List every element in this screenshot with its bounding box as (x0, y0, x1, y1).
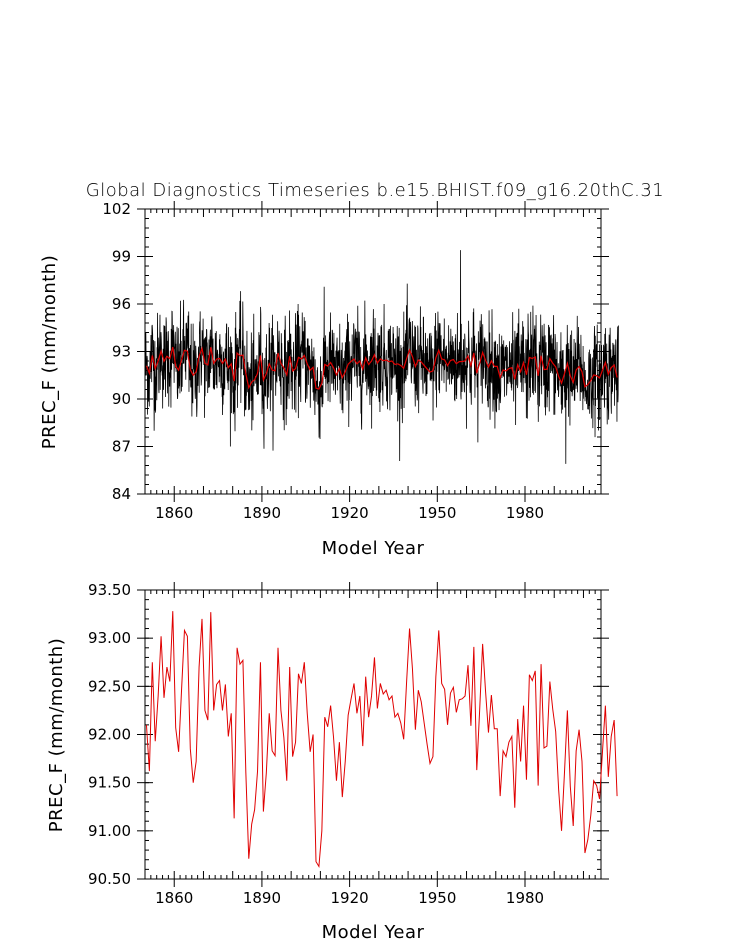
x-tick-label: 1890 (243, 504, 281, 522)
y-tick-label: 90 (112, 390, 131, 408)
y-tick-label: 93 (112, 343, 131, 361)
y-tick-label: 93.00 (88, 629, 131, 647)
x-tick-label: 1920 (331, 889, 369, 907)
x-tick-label: 1860 (155, 889, 193, 907)
x-tick-label: 1980 (506, 504, 544, 522)
series-lines (144, 250, 619, 464)
chart-title: Global Diagnostics Timeseries b.e15.BHIS… (86, 180, 664, 201)
axes: 1860 1890 1920 1950 1980 90.50 91.00 91.50 92.00… (88, 581, 609, 907)
annual-mean-line (145, 611, 618, 869)
annual-mean-line (145, 346, 618, 390)
y-tick-label: 92.00 (88, 726, 131, 744)
y-tick-label: 90.50 (88, 870, 131, 888)
axes: 1860 1890 1920 1950 1980 84 87 90 93 96 99 102 (102, 200, 609, 522)
series-lines (145, 611, 618, 869)
y-tick-label: 91.00 (88, 822, 131, 840)
y-tick-label: 96 (112, 295, 131, 313)
monthly-series-line (144, 250, 619, 464)
y-axis-label: PREC_F (mm/month) (46, 638, 67, 832)
y-tick-label: 91.50 (88, 774, 131, 792)
x-axis-label: Model Year (322, 922, 425, 943)
x-tick-label: 1950 (418, 889, 456, 907)
x-tick-label: 1980 (506, 889, 544, 907)
plot-frame (144, 589, 602, 880)
y-tick-label: 93.50 (88, 581, 131, 599)
timeseries-panel-monthly: Global Diagnostics Timeseries b.e15.BHIS… (39, 180, 664, 559)
y-tick-label: 87 (112, 438, 131, 456)
x-axis-label: Model Year (322, 538, 425, 559)
y-axis-label: PREC_F (mm/month) (39, 255, 60, 449)
timeseries-panel-annual: 1860 1890 1920 1950 1980 90.50 91.00 91.50 92.00… (46, 581, 618, 943)
y-tick-label: 99 (112, 248, 131, 266)
x-tick-label: 1860 (155, 504, 193, 522)
x-tick-label: 1890 (243, 889, 281, 907)
x-tick-label: 1950 (418, 504, 456, 522)
y-tick-label: 102 (102, 200, 131, 218)
y-tick-label: 84 (112, 485, 131, 503)
y-tick-label: 92.50 (88, 677, 131, 695)
x-tick-label: 1920 (331, 504, 369, 522)
